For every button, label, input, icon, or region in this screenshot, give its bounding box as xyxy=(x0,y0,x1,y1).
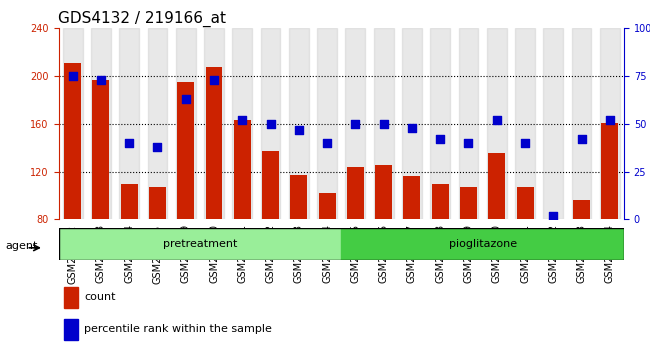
Bar xyxy=(120,28,139,219)
Bar xyxy=(375,165,392,315)
Point xyxy=(463,140,474,146)
Bar xyxy=(545,221,562,315)
Bar xyxy=(176,28,196,219)
Text: pioglitazone: pioglitazone xyxy=(448,239,517,249)
Bar xyxy=(600,28,619,219)
Bar xyxy=(121,184,138,315)
Text: agent: agent xyxy=(6,241,38,251)
Point xyxy=(520,140,530,146)
Point xyxy=(491,117,502,123)
Bar xyxy=(404,176,421,315)
Bar xyxy=(432,184,448,315)
Bar xyxy=(92,80,109,315)
Point xyxy=(209,77,219,83)
Text: count: count xyxy=(84,292,116,302)
Bar xyxy=(291,175,307,315)
Point xyxy=(435,136,445,142)
Point xyxy=(577,136,587,142)
Bar xyxy=(347,167,364,315)
Point xyxy=(322,140,332,146)
Point xyxy=(237,117,248,123)
Bar xyxy=(64,319,78,340)
Bar xyxy=(64,63,81,315)
Point xyxy=(407,125,417,131)
Bar xyxy=(261,28,280,219)
Point xyxy=(152,144,162,150)
Bar xyxy=(374,28,393,219)
Bar xyxy=(515,28,535,219)
Bar xyxy=(402,28,422,219)
Point xyxy=(265,121,276,127)
Text: percentile rank within the sample: percentile rank within the sample xyxy=(84,324,272,334)
Point xyxy=(68,73,78,79)
Bar xyxy=(487,28,506,219)
Bar xyxy=(205,67,222,315)
Bar xyxy=(459,28,478,219)
Point xyxy=(181,96,191,102)
Bar xyxy=(346,28,365,219)
Bar xyxy=(488,153,505,315)
Bar xyxy=(233,28,252,219)
Bar xyxy=(64,287,78,308)
Bar xyxy=(289,28,309,219)
Point xyxy=(96,77,106,83)
Bar xyxy=(573,200,590,315)
Bar xyxy=(262,152,279,315)
Bar xyxy=(148,28,167,219)
Bar xyxy=(177,82,194,315)
Point xyxy=(350,121,361,127)
Point xyxy=(378,121,389,127)
Bar xyxy=(601,123,618,315)
Text: GDS4132 / 219166_at: GDS4132 / 219166_at xyxy=(58,11,226,27)
Point xyxy=(294,127,304,132)
Bar xyxy=(91,28,111,219)
Point xyxy=(604,117,615,123)
Bar xyxy=(460,187,477,315)
Bar xyxy=(341,228,624,260)
Bar xyxy=(318,193,335,315)
Bar xyxy=(572,28,592,219)
Bar xyxy=(543,28,563,219)
Bar xyxy=(58,228,341,260)
Point xyxy=(548,213,558,218)
Bar xyxy=(63,28,83,219)
Bar xyxy=(517,187,534,315)
Point xyxy=(124,140,135,146)
Text: pretreatment: pretreatment xyxy=(162,239,237,249)
Bar xyxy=(204,28,224,219)
Bar xyxy=(234,120,251,315)
Bar xyxy=(317,28,337,219)
Bar xyxy=(430,28,450,219)
Bar xyxy=(149,187,166,315)
